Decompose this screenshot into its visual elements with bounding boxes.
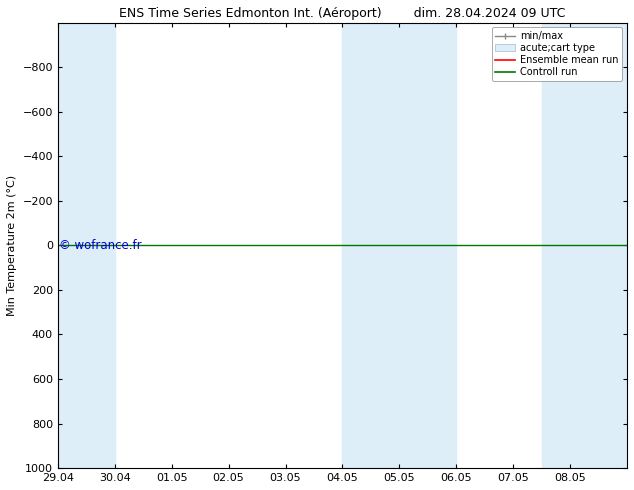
Legend: min/max, acute;cart type, Ensemble mean run, Controll run: min/max, acute;cart type, Ensemble mean … — [491, 27, 622, 81]
Bar — [541, 23, 627, 468]
Title: ENS Time Series Edmonton Int. (Aéroport)        dim. 28.04.2024 09 UTC: ENS Time Series Edmonton Int. (Aéroport)… — [119, 7, 566, 20]
Bar — [58, 23, 115, 468]
Y-axis label: Min Temperature 2m (°C): Min Temperature 2m (°C) — [7, 175, 17, 316]
Bar — [342, 23, 456, 468]
Text: © wofrance.fr: © wofrance.fr — [59, 239, 141, 252]
